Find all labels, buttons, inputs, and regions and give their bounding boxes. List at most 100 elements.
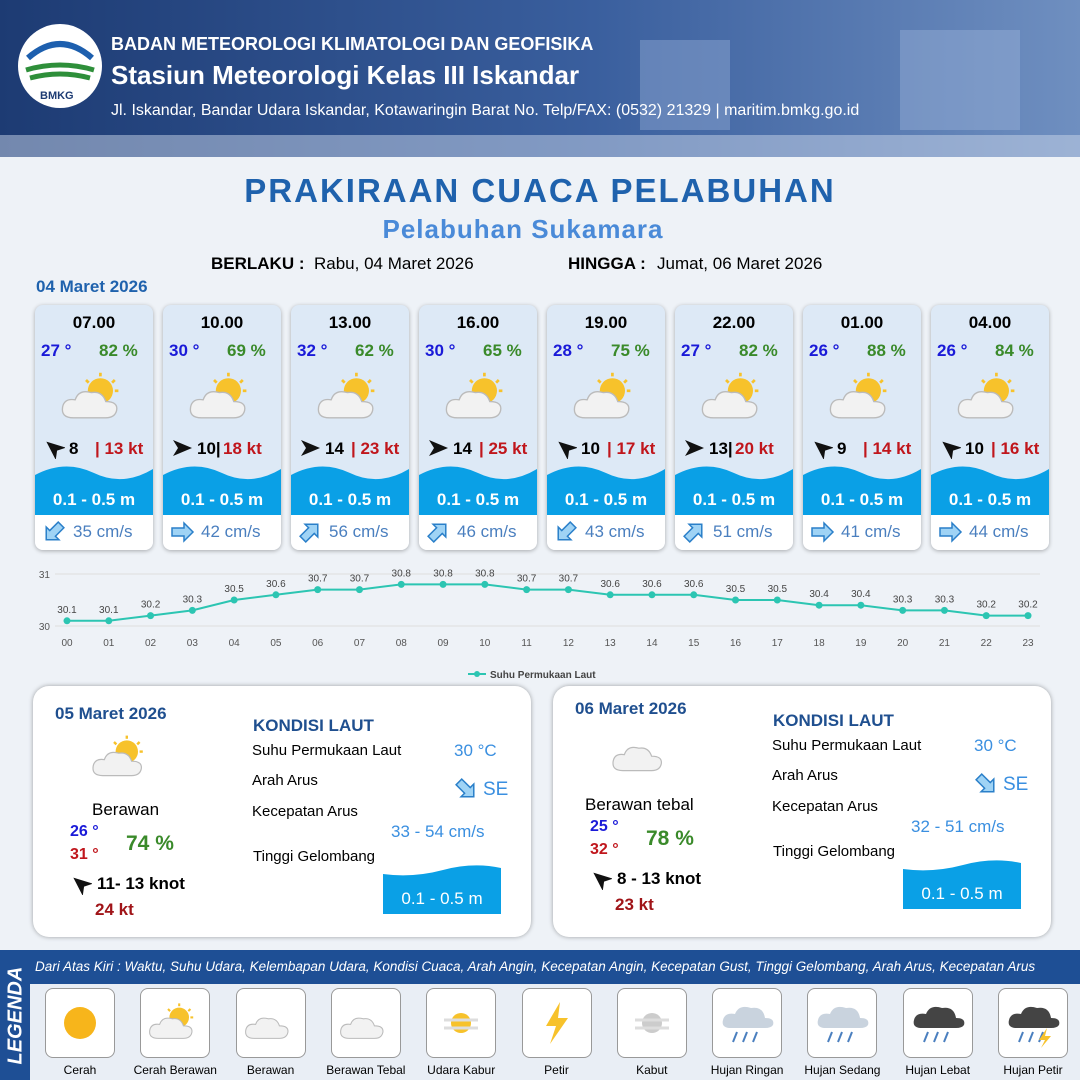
time: 07.00 [72,313,116,332]
current-speed: 43 cm/s [585,522,645,541]
weather-icon-box [187,371,259,430]
wind-arrow [70,873,94,900]
data-label: 30.4 [851,589,871,600]
sst-chart: 30 31 00 01 02 03 04 05 06 07 08 09 10 11 12 13 14 15 16 17… [39,568,1040,681]
current-arrow-box [41,521,67,548]
humidity: 82 % [739,341,778,360]
sst-label: Suhu Permukaan Laut [252,742,402,759]
arrow [429,440,448,456]
wave-art [903,859,1021,914]
data-label: 30.7 [559,574,579,585]
gust: | 13 kt [95,439,144,458]
sst-point [940,606,948,614]
day-date: 06 Maret 2026 [575,699,687,718]
data-label: 30.2 [141,600,161,611]
legend-icon-box [45,988,115,1058]
humidity: 69 % [227,341,266,360]
current-arrow-box [425,521,451,548]
day-box: 06 Maret 2026 Berawan tebal 25 ° 32 ° 78 % 8 … [553,686,1051,937]
sst-label: Suhu Permukaan Laut [772,737,922,754]
humidity: 84 % [995,341,1034,360]
wave-height: 0.1 - 0.5 m [948,490,1032,509]
sst-point [857,601,865,609]
temperature: 32 ° [297,341,328,360]
x-tick-label: 07 [354,638,366,649]
icon [818,1006,869,1043]
sst-point [815,601,823,609]
wind-arrow [555,437,579,464]
day-box: 05 Maret 2026 Berawan 26 ° 31 ° 74 % 11- 13 k… [33,686,531,937]
temperature: 26 ° [937,341,968,360]
current-arrow [427,523,447,543]
wave [383,865,501,914]
current-arrow-box [681,521,707,548]
x-tick-label: 20 [897,638,909,649]
station: Stasiun Meteorologi Kelas III Iskandar [111,60,580,90]
legend-icon-box [807,988,878,1058]
temperature: 27 ° [681,341,712,360]
humidity: 65 % [483,341,522,360]
sst-point [314,586,322,594]
legend-item-label: Hujan Petir [1003,1063,1063,1077]
legend-description: Dari Atas Kiri : Waktu, Suhu Udara, Kele… [35,959,1036,974]
current-arrow-box [809,521,835,548]
legend-item-label: Petir [544,1063,569,1077]
time: 22.00 [712,313,756,332]
org: BADAN METEOROLOGI KLIMATOLOGI DAN GEOFIS… [111,34,594,54]
gust: | 17 kt [607,439,656,458]
wind-arrow [299,437,321,464]
forecast-card: 07.00 27 ° 82 % 8 | 13 kt 0.1 - 0.5 m 35 cm/s [35,305,153,550]
data-label: 30.4 [809,589,829,600]
data-label: 30.5 [726,584,746,595]
sea-title: KONDISI LAUT [253,716,374,735]
sst-point [63,617,71,625]
weather-icon-box [827,371,899,430]
dir-label: Arah Arus [252,772,318,789]
x-tick-label: 13 [605,638,617,649]
current-speed: 44 cm/s [969,522,1029,541]
gust: 24 kt [95,900,134,919]
current-speed: 46 cm/s [457,522,517,541]
sst: 30 °C [454,741,497,760]
wind-speed: 13| [709,439,733,458]
weather-icon [92,735,143,777]
wave [675,466,793,518]
speed: 33 - 54 cm/s [391,822,485,841]
forecast-card: 22.00 27 ° 82 % 13| 20 kt 0.1 - 0.5 m 51 cm/s [675,305,793,550]
data-label: 30.7 [517,574,537,585]
current-speed: 51 cm/s [713,522,773,541]
wind-speed: 10 [581,439,600,458]
arrow [301,440,320,456]
wave [291,466,409,518]
valid-to: Jumat, 06 Maret 2026 [657,254,823,273]
wave-art [291,463,409,523]
time: 13.00 [328,313,372,332]
wave-height: 0.1 - 0.5 m [308,490,392,509]
wind-speed: 8 [69,439,79,458]
time: 16.00 [456,313,500,332]
current-arrow-box [937,521,963,548]
x-tick-label: 00 [61,638,73,649]
data-label: 30.1 [99,605,119,616]
weather-icon [149,1003,194,1039]
legend-icon-box [140,988,211,1058]
current-arrow-box [553,521,579,548]
sst-point [439,580,447,588]
gust: | 25 kt [479,439,528,458]
wave [931,466,1049,518]
temperature: 30 ° [425,341,456,360]
gust: | 16 kt [991,439,1040,458]
data-label: 30.3 [183,594,203,605]
wave [803,466,921,518]
wave-art [383,864,501,919]
current-arrow [975,773,995,793]
dir-arrow [453,778,479,805]
sst-point [773,596,781,604]
icon [722,1006,774,1043]
sst-point [481,580,489,588]
day-date: 05 Maret 2026 [55,704,167,723]
icon [634,1013,669,1033]
legend-label: Suhu Permukaan Laut [490,670,596,681]
arrow [46,441,67,460]
x-tick-label: 06 [312,638,324,649]
